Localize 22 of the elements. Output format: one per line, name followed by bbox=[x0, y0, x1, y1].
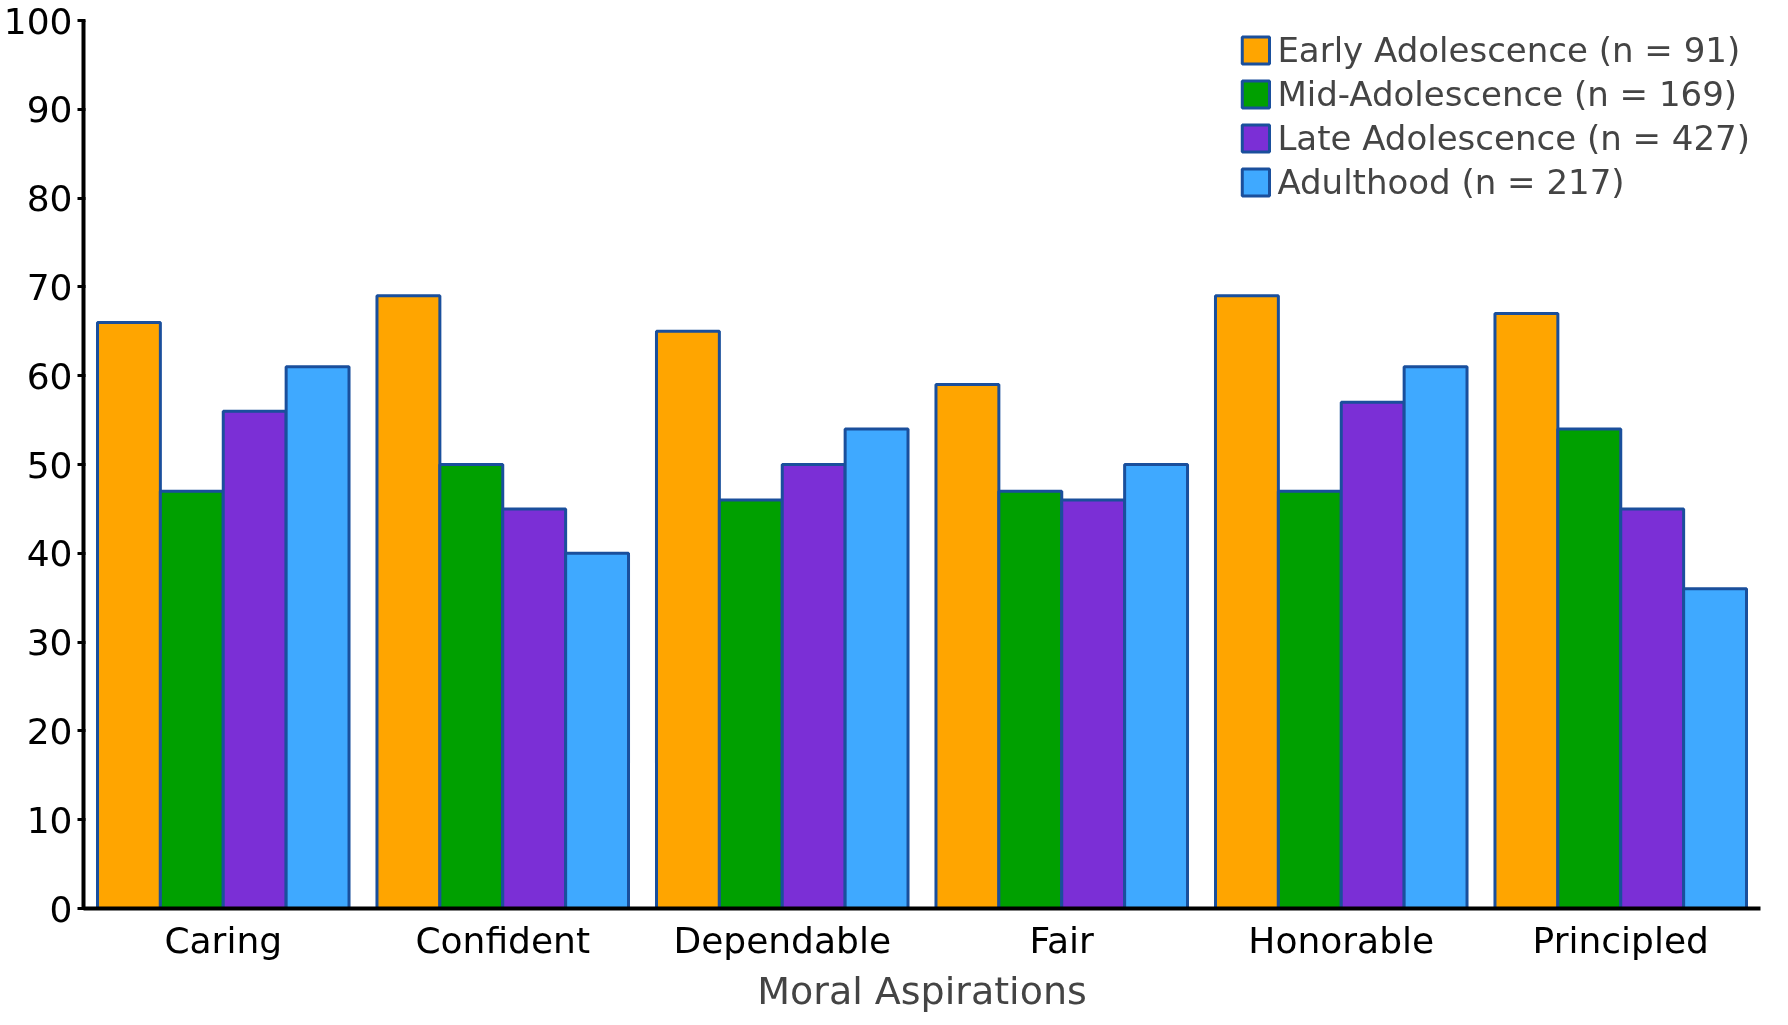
y-tick-label: 20 bbox=[26, 710, 73, 752]
x-tick-label: Dependable bbox=[673, 919, 892, 961]
y-tick-label: 80 bbox=[26, 178, 73, 220]
y-tick-label: 50 bbox=[26, 444, 73, 486]
legend-label: Early Adolescence (n = 91) bbox=[1277, 30, 1741, 70]
y-tick-label: 60 bbox=[26, 355, 73, 397]
legend-label: Mid-Adolescence (n = 169) bbox=[1277, 74, 1738, 114]
y-tick-label: 0 bbox=[49, 888, 73, 930]
x-tick-label: Principled bbox=[1532, 919, 1709, 961]
legend-label: Adulthood (n = 217) bbox=[1277, 162, 1625, 202]
y-tick-label: 10 bbox=[26, 799, 73, 841]
y-tick-label: 100 bbox=[3, 0, 73, 42]
x-axis-title: Moral Aspirations bbox=[757, 968, 1087, 1013]
x-tick-label: Caring bbox=[164, 919, 283, 961]
y-tick-label: 40 bbox=[26, 533, 73, 575]
y-tick-label: 30 bbox=[26, 622, 73, 664]
y-tick-label: 90 bbox=[26, 89, 73, 131]
x-tick-label: Fair bbox=[1029, 919, 1095, 961]
x-tick-label: Confident bbox=[415, 919, 591, 961]
legend-label: Late Adolescence (n = 427) bbox=[1277, 118, 1750, 158]
y-tick-label: 70 bbox=[26, 266, 73, 308]
x-tick-label: Honorable bbox=[1248, 919, 1435, 961]
